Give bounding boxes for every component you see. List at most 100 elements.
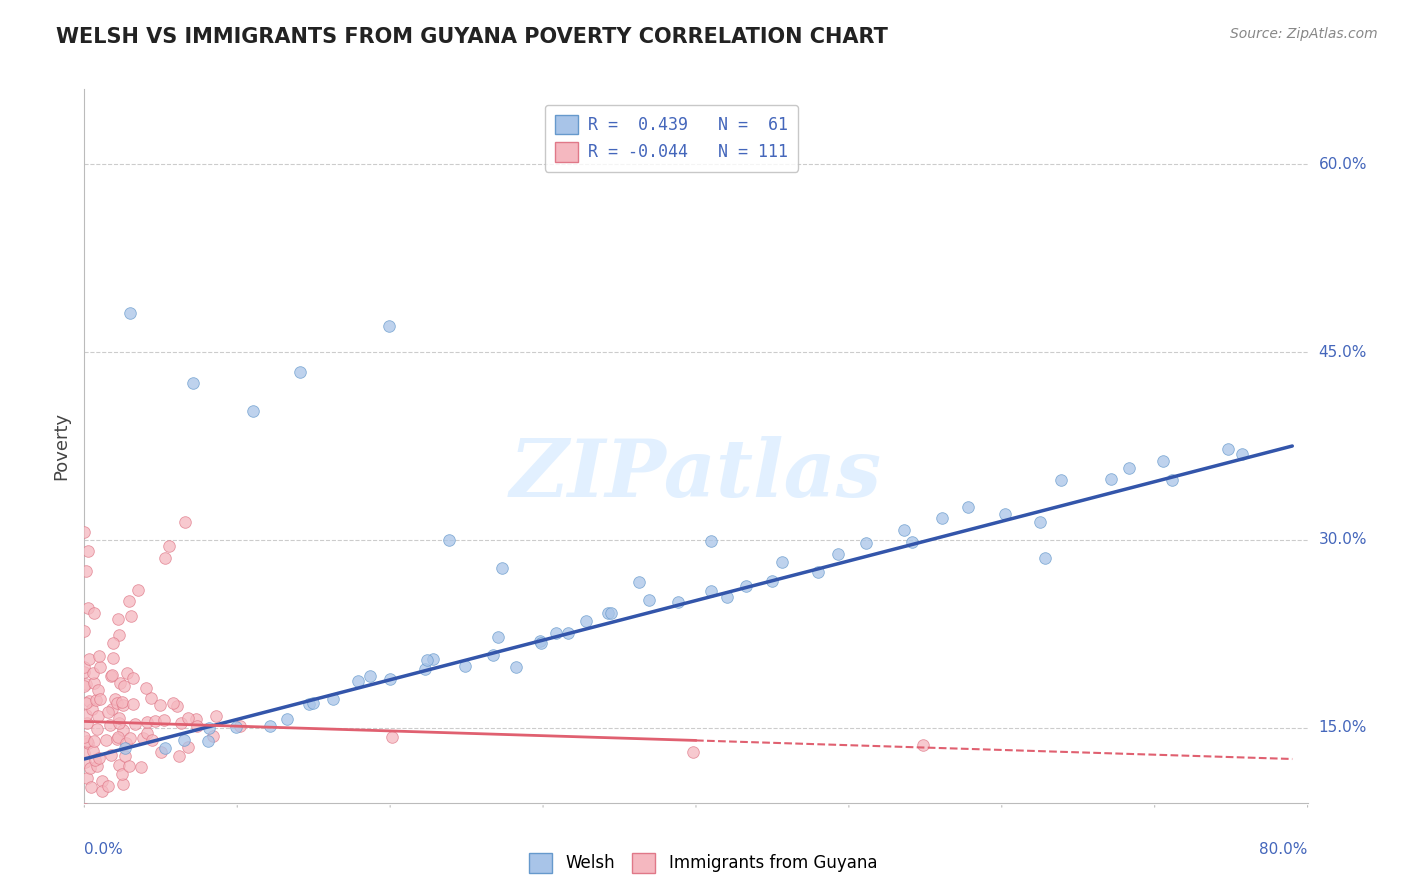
Point [1099, 472, 1122, 486]
Point [112, 723, 135, 738]
Point [108, 716, 131, 731]
Point [100, 669, 122, 683]
Point [205, 709, 228, 723]
Text: 30.0%: 30.0% [1319, 533, 1367, 548]
Point [1118, 461, 1140, 475]
Point [141, 733, 163, 747]
Point [76, 734, 98, 748]
Point [114, 749, 136, 764]
Point [761, 574, 783, 589]
Point [1049, 473, 1071, 487]
Point [83, 753, 105, 767]
Point [1216, 442, 1239, 456]
Point [112, 679, 135, 693]
Point [121, 697, 143, 711]
Point [73, 755, 96, 769]
Point [276, 712, 298, 726]
Point [957, 500, 980, 514]
Point [77, 651, 100, 665]
Point [155, 551, 177, 566]
Point [599, 606, 621, 620]
Point [174, 516, 197, 530]
Point [735, 579, 758, 593]
Point [76, 771, 98, 785]
Point [97, 779, 120, 793]
Point [73, 524, 96, 539]
Point [104, 691, 127, 706]
Point [115, 736, 138, 750]
Point [108, 758, 131, 772]
Point [84, 693, 107, 707]
Text: 45.0%: 45.0% [1319, 344, 1367, 359]
Point [994, 507, 1017, 521]
Point [100, 717, 122, 731]
Point [132, 731, 155, 745]
Point [544, 626, 567, 640]
Point [101, 650, 124, 665]
Point [87, 709, 110, 723]
Point [89, 692, 111, 706]
Point [699, 534, 721, 549]
Point [108, 711, 131, 725]
Point [77, 736, 100, 750]
Point [77, 544, 100, 558]
Point [700, 584, 723, 599]
Point [575, 614, 598, 628]
Point [118, 731, 141, 746]
Point [97, 705, 120, 719]
Point [135, 714, 157, 729]
Point [807, 566, 830, 580]
Text: 60.0%: 60.0% [1319, 157, 1367, 172]
Point [87, 648, 110, 663]
Point [83, 734, 105, 748]
Point [242, 404, 264, 418]
Point [149, 745, 172, 759]
Point [666, 595, 689, 609]
Point [111, 777, 134, 791]
Point [80, 780, 103, 795]
Point [598, 606, 620, 620]
Point [346, 673, 368, 688]
Point [173, 733, 195, 747]
Point [136, 726, 159, 740]
Point [139, 691, 162, 706]
Point [114, 741, 136, 756]
Point [143, 714, 166, 729]
Point [422, 652, 444, 666]
Point [82, 744, 104, 758]
Point [118, 759, 141, 773]
Legend: Welsh, Immigrants from Guyana: Welsh, Immigrants from Guyana [522, 847, 884, 880]
Point [87, 682, 110, 697]
Point [107, 730, 129, 744]
Point [167, 749, 190, 764]
Point [118, 306, 141, 320]
Point [73, 680, 96, 694]
Text: Source: ZipAtlas.com: Source: ZipAtlas.com [1230, 27, 1378, 41]
Point [529, 633, 551, 648]
Point [153, 713, 176, 727]
Point [162, 696, 184, 710]
Point [108, 628, 131, 642]
Point [1161, 473, 1184, 487]
Point [413, 662, 436, 676]
Point [437, 533, 460, 547]
Point [557, 626, 579, 640]
Point [198, 721, 221, 735]
Point [73, 665, 96, 679]
Point [110, 767, 132, 781]
Text: 80.0%: 80.0% [1260, 842, 1308, 856]
Point [259, 719, 281, 733]
Point [176, 711, 198, 725]
Point [181, 376, 204, 390]
Point [89, 660, 111, 674]
Point [73, 624, 96, 638]
Point [1029, 515, 1052, 529]
Point [454, 659, 477, 673]
Point [83, 676, 105, 690]
Point [166, 698, 188, 713]
Point [380, 673, 402, 687]
Point [108, 676, 131, 690]
Legend: R =  0.439   N =  61, R = -0.044   N = 111: R = 0.439 N = 61, R = -0.044 N = 111 [546, 104, 799, 171]
Point [124, 717, 146, 731]
Point [170, 715, 193, 730]
